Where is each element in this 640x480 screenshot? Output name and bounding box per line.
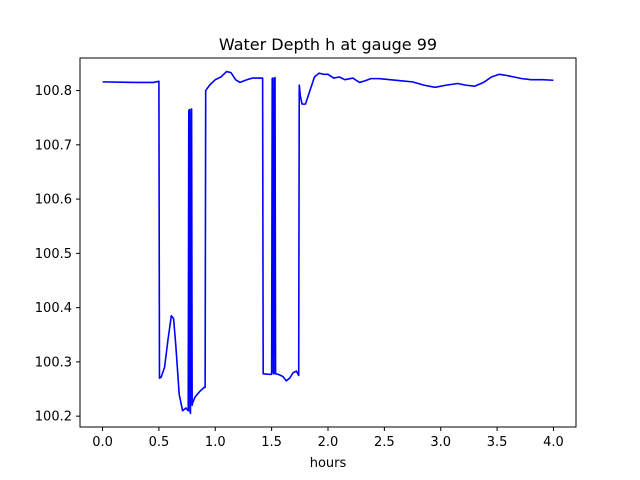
x-tick-label: 2.0	[318, 435, 339, 450]
x-tick-label: 1.5	[261, 435, 282, 450]
x-axis-label: hours	[310, 456, 347, 471]
x-tick-label: 0.5	[149, 435, 170, 450]
y-tick-label: 100.5	[35, 247, 72, 262]
x-tick-label: 3.5	[487, 435, 508, 450]
y-tick-label: 100.6	[35, 193, 72, 208]
y-tick-label: 100.7	[35, 138, 72, 153]
x-tick-label: 0.0	[92, 435, 113, 450]
y-axis: 100.2 100.3 100.4 100.5 100.6 100.7 100.8	[35, 84, 80, 425]
x-tick-label: 3.0	[430, 435, 451, 450]
y-tick-label: 100.2	[35, 410, 72, 425]
x-tick-label: 2.5	[374, 435, 395, 450]
y-tick-label: 100.3	[35, 355, 72, 370]
plot-area-frame	[79, 57, 577, 428]
chart-title: Water Depth h at gauge 99	[219, 35, 437, 54]
y-tick-label: 100.4	[35, 301, 72, 316]
series-layer	[102, 70, 554, 415]
x-tick-label: 1.0	[205, 435, 226, 450]
y-tick-label: 100.8	[35, 84, 72, 99]
x-tick-label: 4.0	[543, 435, 564, 450]
series-line-0	[102, 70, 554, 415]
x-axis: 0.0 0.5 1.0 1.5 2.0 2.5 3.0 3.5 4.0	[92, 427, 564, 450]
